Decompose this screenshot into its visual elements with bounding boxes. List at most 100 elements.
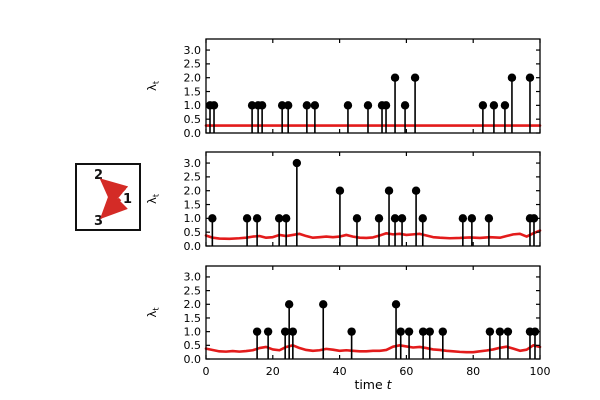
arrow-1-to-2-icon [99,178,129,206]
y-tick-label: 0.0 [184,127,202,140]
event-marker [288,327,298,336]
event-marker [277,101,287,110]
y-axis-label: λt [145,194,161,204]
event-marker [458,214,468,223]
event-marker [374,214,384,223]
event-marker [397,214,407,223]
y-tick-label: 1.0 [184,212,202,225]
event-marker [489,101,499,110]
event-marker [500,101,510,110]
intensity-panel-3-events [252,300,540,359]
event-marker [485,327,495,336]
event-marker [381,101,391,110]
intensity-panel-3: 0.00.51.01.52.02.53.0 0 20 40 60 80 100 λt [145,265,551,378]
event-marker [529,214,539,223]
event-marker [252,327,262,336]
event-marker [425,327,434,336]
y-tick-label: 0.5 [184,113,202,126]
arrow-1-to-3-icon [99,191,128,220]
x-axis-label: time t [354,377,392,392]
intensity-panel-2-frame [205,151,541,247]
event-marker [242,214,252,223]
y-tick-label: 0.0 [184,240,202,253]
event-marker [396,327,405,336]
event-marker [530,327,540,336]
x-tick-label: 20 [266,365,280,378]
event-marker [478,101,488,110]
event-marker [384,186,394,195]
event-marker [418,214,427,223]
intensity-panel-3-intensity-line [204,344,542,354]
event-marker [390,73,400,82]
y-axis-label: λt [145,308,161,318]
event-marker [274,214,284,223]
intensity-panel-3-frame [205,265,541,360]
event-marker [335,186,345,195]
intensity-panel-2: 0.00.51.01.52.02.53.0 λt [145,151,542,253]
y-axis-label: λt [145,81,161,91]
event-marker [390,214,400,223]
event-marker [319,300,328,309]
intensity-panel-1: 0.00.51.01.52.02.53.0 λt [145,38,542,140]
event-marker [310,101,320,110]
event-marker [263,327,273,336]
event-marker [302,101,312,110]
event-marker [495,327,505,336]
event-marker [484,214,494,223]
intensity-panel-1-events [205,73,535,133]
x-tick-label: 80 [466,365,480,378]
y-tick-label: 0.0 [184,353,202,366]
event-marker [400,101,410,110]
y-tick-label: 2.5 [184,58,202,71]
event-marker [208,214,217,223]
event-marker [404,327,414,336]
x-tick-label: 100 [530,365,551,378]
event-marker [418,327,428,336]
y-tick-label: 0.5 [184,226,202,239]
event-marker [467,214,477,223]
y-tick-label: 1.0 [184,325,202,338]
event-marker [411,186,421,195]
y-tick-label: 1.0 [184,99,202,112]
y-tick-label: 1.5 [184,198,202,211]
y-tick-label: 2.0 [184,185,202,198]
event-marker [438,327,448,336]
event-marker [280,327,290,336]
event-marker [391,300,401,309]
event-marker [209,101,219,110]
y-tick-label: 2.5 [184,171,202,184]
intensity-panel-1-frame [205,38,541,134]
y-tick-label: 0.5 [184,339,202,352]
network-node-3: 3 [94,214,104,229]
y-tick-label: 3.0 [184,44,202,57]
event-marker [284,300,294,309]
event-marker [343,101,353,110]
event-marker [283,101,293,110]
event-marker [363,101,373,110]
network-arrows [99,178,129,220]
network-node-2: 2 [94,168,104,183]
y-tick-label: 3.0 [184,271,202,284]
event-marker [507,73,517,82]
x-tick-label: 60 [399,365,413,378]
y-tick-label: 1.5 [184,312,202,325]
event-marker [410,73,420,82]
x-tick-label: 0 [203,365,210,378]
event-marker [525,73,535,82]
event-marker [247,101,257,110]
intensity-panel-2-intensity-line [204,229,542,241]
event-marker [257,101,267,110]
event-marker [347,327,356,336]
y-tick-label: 2.5 [184,284,202,297]
event-marker [281,214,291,223]
event-marker [292,158,302,168]
y-tick-label: 3.0 [184,157,202,170]
y-tick-label: 2.0 [184,298,202,311]
event-marker [252,214,262,223]
y-tick-label: 1.5 [184,85,202,98]
event-marker [503,327,513,336]
intensity-panel-2-events [208,158,539,246]
event-marker [352,214,362,223]
